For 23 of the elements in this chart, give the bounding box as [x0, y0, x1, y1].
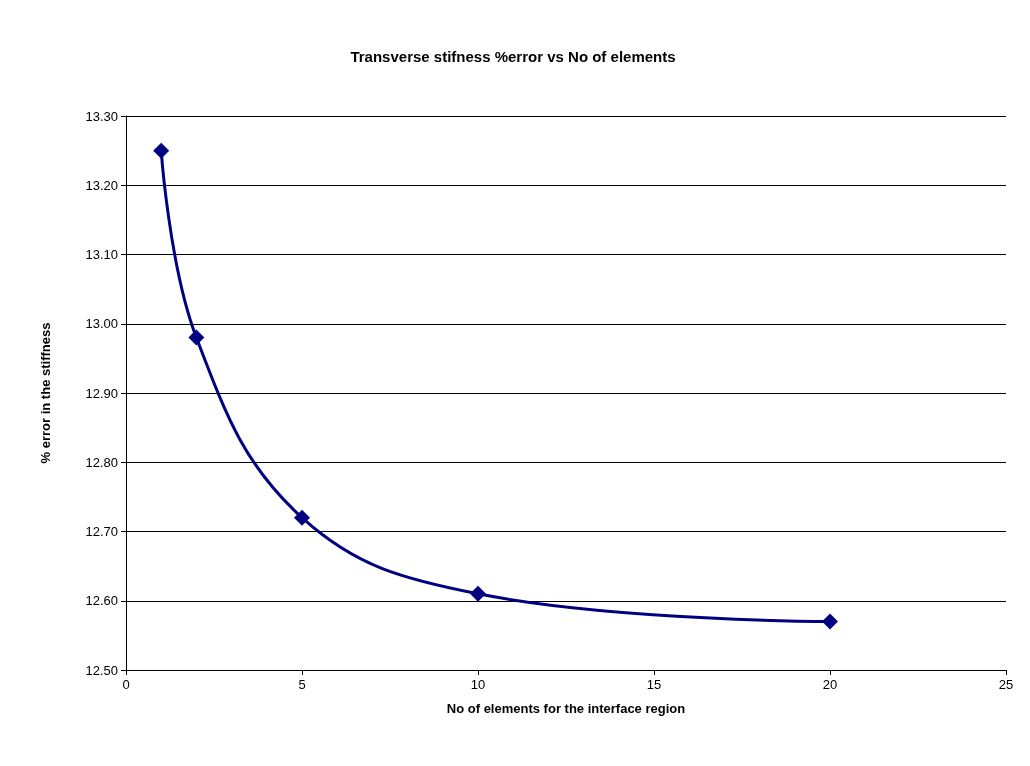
point: [822, 613, 838, 630]
y-tick-label: 13.00: [85, 316, 118, 332]
y-axis-title: % error in the stiffness: [38, 322, 53, 464]
x-tick-label: 5: [298, 677, 306, 692]
point: [153, 142, 170, 159]
y-tick-label: 12.80: [85, 454, 118, 470]
point: [294, 509, 310, 526]
x-axis-title: No of elements for the interface region: [446, 701, 686, 716]
x-tick-label: 25: [998, 677, 1014, 692]
chart-title: Transverse stifness %error vs No of elements: [350, 48, 676, 65]
y-tick-label: 12.50: [85, 662, 118, 678]
y-tick-label: 13.20: [85, 177, 118, 193]
x-tick-label: 0: [122, 677, 130, 692]
point: [470, 585, 486, 602]
point: [188, 329, 205, 346]
y-tick-label: 12.60: [85, 593, 118, 609]
y-tick-label: 12.90: [85, 385, 118, 401]
y-tick-label: 13.30: [85, 108, 118, 124]
y-tick-label: 12.70: [85, 524, 118, 539]
x-tick-label: 15: [646, 677, 662, 692]
x-tick-label: 10: [470, 677, 486, 692]
x-tick-label: 20: [822, 677, 838, 692]
y-tick-label: 13.10: [85, 247, 118, 262]
